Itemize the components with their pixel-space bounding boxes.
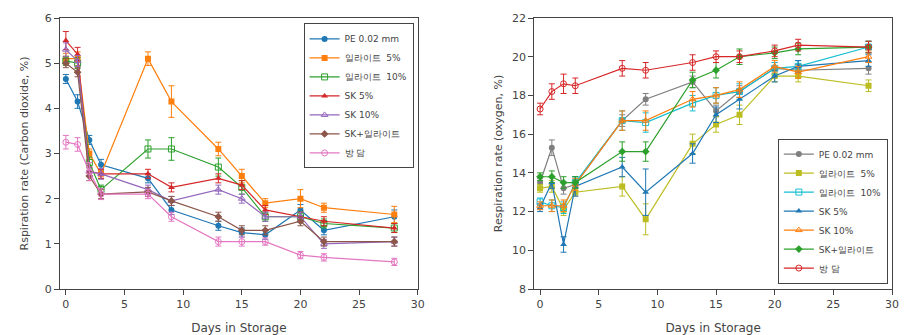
svg-text:PE 0.02 mm: PE 0.02 mm (819, 150, 873, 160)
svg-text:Respiration rate (oxygen, %): Respiration rate (oxygen, %) (492, 75, 505, 233)
svg-text:일라이트 5%: 일라이트 5% (345, 53, 401, 63)
svg-text:12: 12 (512, 205, 526, 218)
svg-text:Rspiration rate (Carbon dioxid: Rspiration rate (Carbon dioxide, %) (18, 57, 31, 251)
svg-text:10: 10 (650, 298, 664, 311)
svg-text:6: 6 (45, 12, 52, 25)
svg-text:SK 5%: SK 5% (819, 207, 848, 217)
svg-text:0: 0 (45, 283, 52, 296)
svg-text:SK 10%: SK 10% (345, 110, 380, 120)
svg-text:15: 15 (709, 298, 723, 311)
svg-text:20: 20 (768, 298, 782, 311)
svg-text:10: 10 (512, 244, 526, 257)
svg-text:0: 0 (62, 298, 69, 311)
svg-text:30: 30 (885, 298, 899, 311)
svg-text:PE 0.02 mm: PE 0.02 mm (345, 34, 399, 44)
svg-text:Days in Storage: Days in Storage (665, 321, 760, 335)
svg-text:SK+일라이트: SK+일라이트 (819, 245, 874, 255)
svg-text:25: 25 (826, 298, 840, 311)
svg-text:2: 2 (45, 193, 52, 206)
svg-text:22: 22 (512, 12, 526, 25)
svg-text:5: 5 (121, 298, 128, 311)
svg-text:일라이트 5%: 일라이트 5% (819, 169, 875, 179)
svg-text:20: 20 (293, 298, 307, 311)
svg-text:30: 30 (411, 298, 425, 311)
svg-text:5: 5 (45, 57, 52, 70)
svg-text:방 담: 방 담 (345, 148, 366, 158)
svg-text:SK 10%: SK 10% (819, 226, 854, 236)
svg-text:1: 1 (45, 238, 52, 251)
svg-text:20: 20 (512, 51, 526, 64)
svg-text:Days in Storage: Days in Storage (191, 321, 286, 335)
svg-text:10: 10 (176, 298, 190, 311)
svg-text:SK+일라이트: SK+일라이트 (345, 129, 400, 139)
svg-text:8: 8 (519, 283, 526, 296)
svg-text:18: 18 (512, 89, 526, 102)
svg-text:14: 14 (512, 167, 526, 180)
svg-text:16: 16 (512, 128, 526, 141)
svg-text:3: 3 (45, 147, 52, 160)
svg-text:일라이트 10%: 일라이트 10% (819, 188, 881, 198)
svg-text:방 담: 방 담 (819, 264, 840, 274)
svg-text:0: 0 (537, 298, 544, 311)
svg-text:일라이트 10%: 일라이트 10% (345, 72, 407, 82)
svg-text:SK 5%: SK 5% (345, 91, 374, 101)
svg-text:15: 15 (235, 298, 249, 311)
svg-text:4: 4 (45, 102, 52, 115)
svg-text:5: 5 (595, 298, 602, 311)
svg-text:25: 25 (352, 298, 366, 311)
